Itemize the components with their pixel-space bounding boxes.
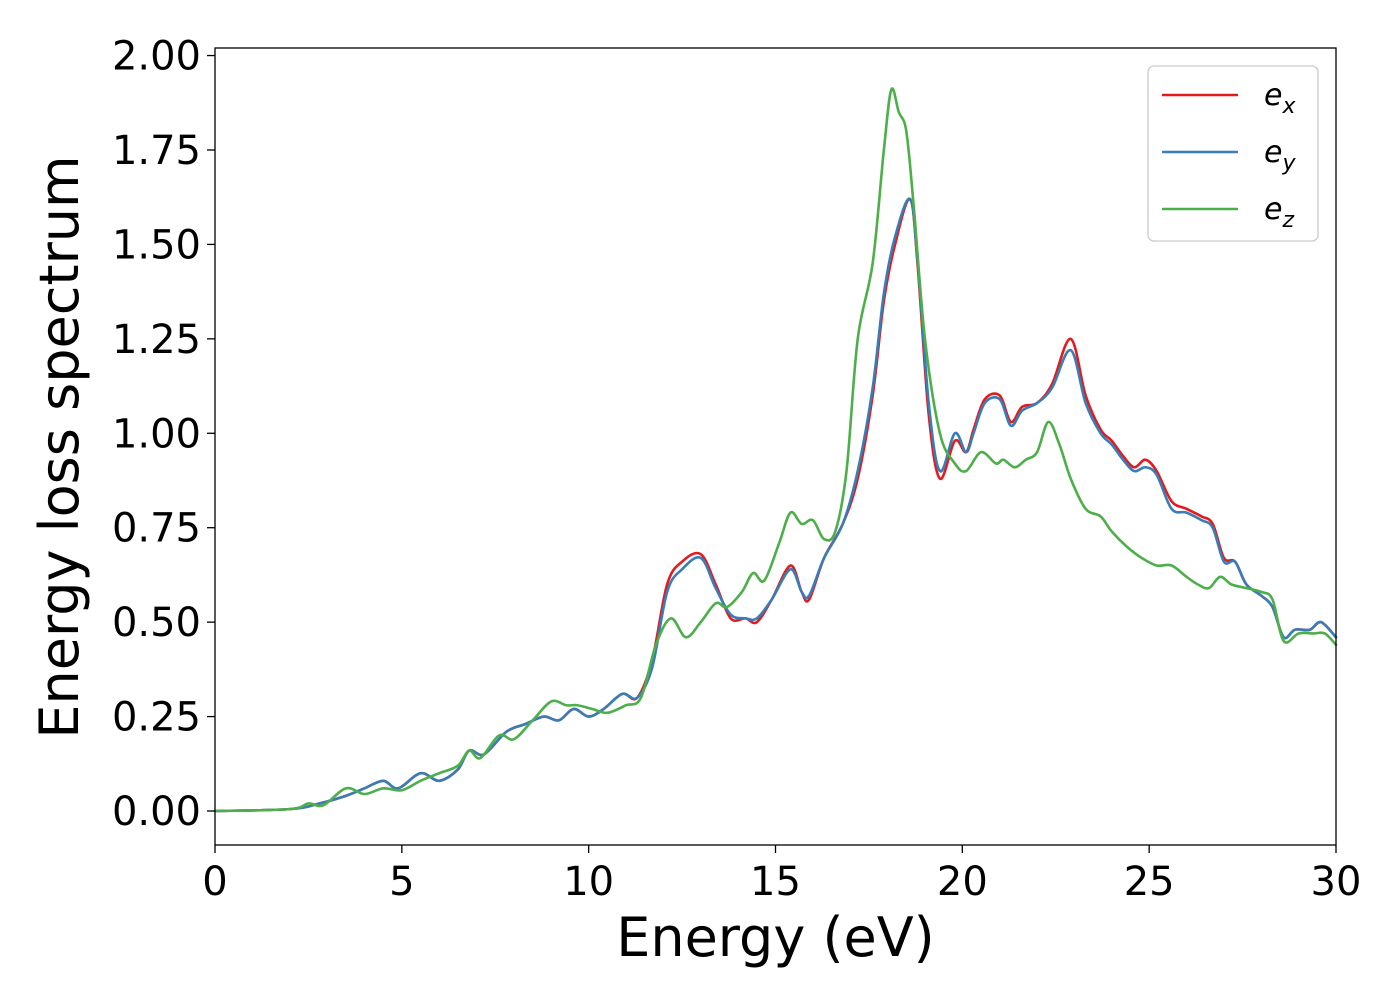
y-tick-label: 2.00 xyxy=(112,34,201,80)
y-tick-label: 0.25 xyxy=(112,695,201,741)
series-line-z xyxy=(213,87,1338,813)
x-tick-label: 25 xyxy=(1124,859,1175,905)
x-tick-label: 20 xyxy=(937,859,988,905)
x-axis-ticks: 0 5 10 15 20 25 30 xyxy=(202,845,1361,905)
legend-label-base: e xyxy=(1264,135,1282,170)
legend-label-sub: x xyxy=(1281,94,1296,119)
y-tick-label: 1.50 xyxy=(112,222,201,268)
x-axis-title: Energy (eV) xyxy=(616,906,935,969)
legend-label-sub: y xyxy=(1281,151,1296,176)
legend-label-base: e xyxy=(1264,192,1282,227)
legend-box xyxy=(1147,65,1319,242)
y-axis-title: Energy loss spectrum xyxy=(28,155,91,738)
series-line-y xyxy=(213,197,1338,813)
series-layer xyxy=(213,87,1338,813)
y-tick-label: 1.75 xyxy=(112,128,201,174)
y-tick-label: 1.00 xyxy=(112,411,201,457)
legend-label-z: ez xyxy=(1264,192,1294,233)
y-tick-label: 1.25 xyxy=(112,317,201,363)
y-tick-label: 0.00 xyxy=(112,789,201,835)
y-tick-label: 0.75 xyxy=(112,506,201,552)
x-tick-label: 30 xyxy=(1311,859,1362,905)
x-tick-label: 15 xyxy=(750,859,801,905)
legend-label-x: ex xyxy=(1264,78,1296,119)
legend-label-base: e xyxy=(1264,78,1282,113)
x-tick-label: 0 xyxy=(202,859,227,905)
x-tick-label: 5 xyxy=(389,859,414,905)
y-axis-ticks: 0.00 0.25 0.50 0.75 1.00 1.25 1.50 1.75 2.00 xyxy=(112,34,215,835)
legend-label-y: ey xyxy=(1264,135,1296,176)
legend-label-sub: z xyxy=(1281,208,1294,233)
y-tick-label: 0.50 xyxy=(112,600,201,646)
x-tick-label: 10 xyxy=(563,859,614,905)
